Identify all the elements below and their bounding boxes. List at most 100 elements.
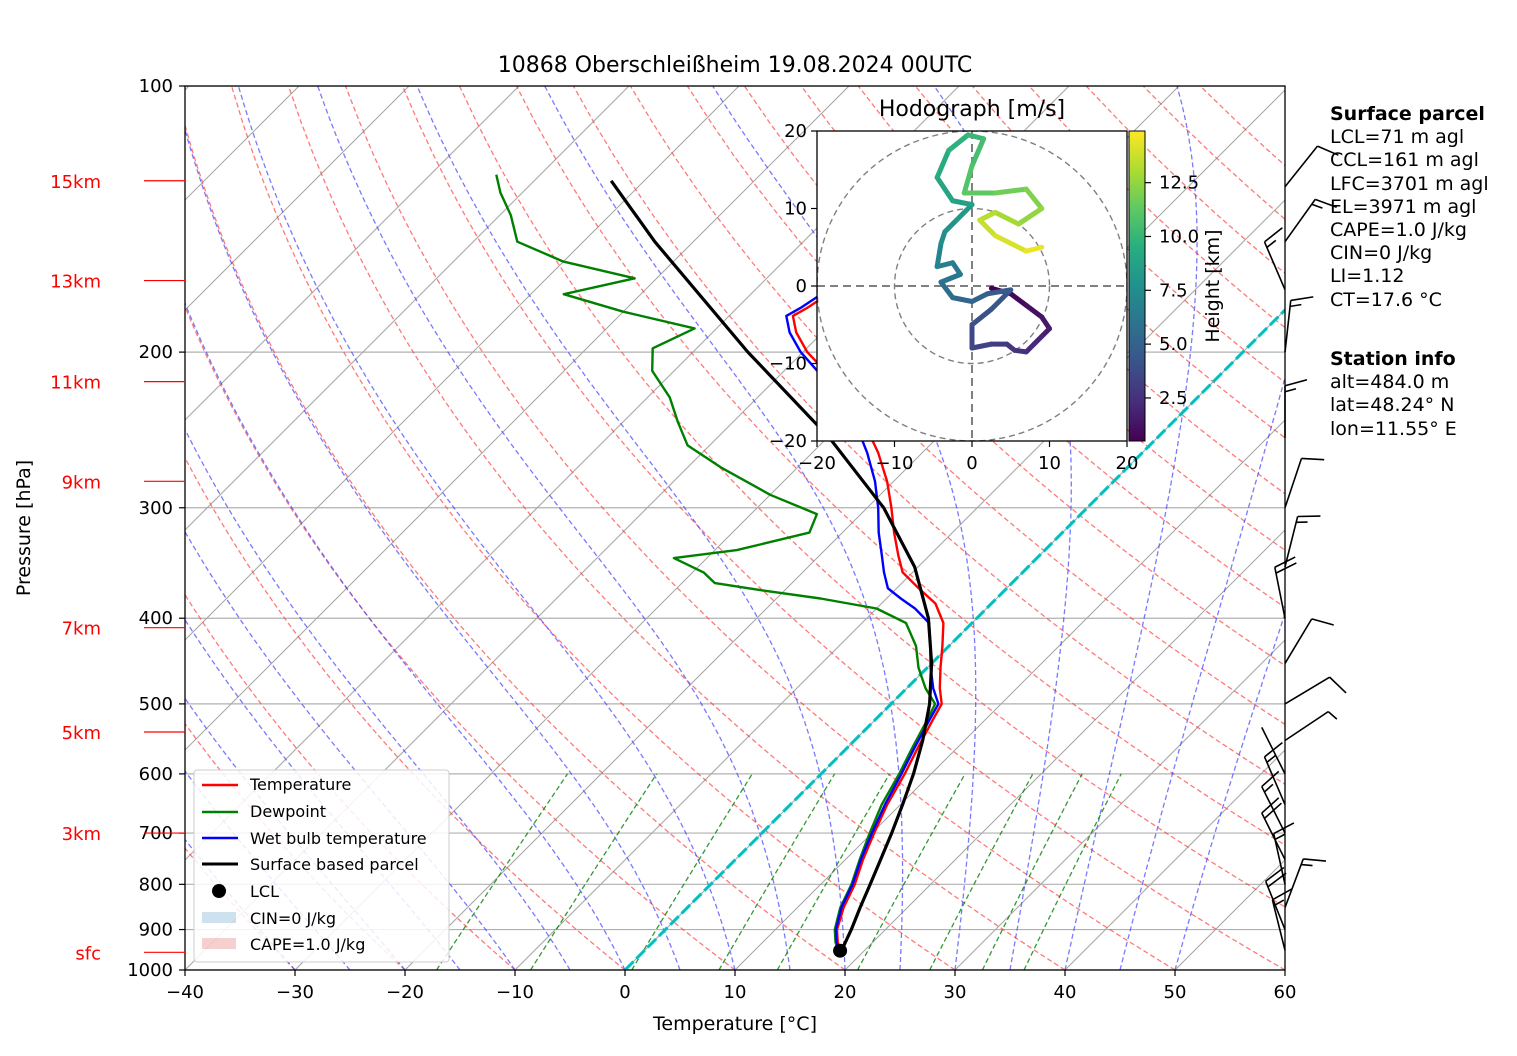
moist-adiabat	[1119, 375, 1285, 970]
y-tick-label: 100	[139, 76, 173, 97]
isotherm-line	[185, 86, 850, 751]
hodograph-segment	[969, 291, 990, 304]
y-tick-label: 600	[139, 764, 173, 785]
wind-barb-flag	[1301, 457, 1325, 461]
station-info-lon: lon=11.55° E	[1330, 417, 1457, 440]
surface-parcel-cin: CIN=0 J/kg	[1330, 242, 1433, 265]
hodograph-segment	[950, 198, 975, 208]
hodograph-segment	[1008, 291, 1029, 308]
height-label: 3km	[62, 824, 101, 845]
x-tick-label: 50	[1164, 982, 1187, 1003]
moist-adiabat	[185, 301, 626, 970]
mixing-ratio-line	[436, 773, 569, 970]
wind-barb-staff	[1263, 241, 1286, 291]
isotherm-line	[844, 529, 1285, 970]
surface-parcel-ct: CT=17.6 °C	[1330, 288, 1442, 311]
wind-barb-half-flag	[1266, 754, 1277, 763]
hodograph-segment	[965, 132, 987, 142]
wind-barb-flag	[1290, 296, 1314, 302]
wind-barb-staff	[1284, 858, 1305, 908]
hodograph-segment	[934, 240, 944, 270]
hodograph-segment	[954, 202, 975, 223]
wind-barb-half-flag	[1301, 863, 1313, 867]
colorbar-tick-label: 2.5	[1159, 388, 1188, 409]
mixing-ratio-lines	[436, 773, 1122, 970]
hodograph-segment	[977, 217, 998, 239]
wind-barb-flag	[1317, 145, 1339, 156]
lcl-point	[833, 943, 848, 958]
wind-barb-staff	[1284, 458, 1303, 509]
legend-label-temperature: Temperature	[249, 775, 351, 794]
moist-adiabat	[416, 86, 846, 970]
wind-barb-flag	[1311, 618, 1334, 626]
dry-adiabat	[185, 123, 846, 970]
legend-label-lcl: LCL	[250, 882, 279, 901]
surface-parcel-cape: CAPE=1.0 J/kg	[1330, 219, 1467, 242]
hodograph-segment	[934, 147, 952, 180]
legend-label-cin: CIN=0 J/kg	[250, 909, 336, 928]
x-tick-label: 30	[944, 982, 967, 1003]
x-tick-label: 20	[834, 982, 857, 1003]
hodograph-segment	[950, 295, 975, 304]
hodograph-segment	[988, 287, 1014, 312]
wind-barb-staff	[1284, 516, 1299, 568]
legend-label-parcel: Surface based parcel	[250, 855, 419, 874]
surface-parcel-title: Surface parcel	[1330, 103, 1485, 125]
station-info-alt: alt=484.0 m	[1330, 371, 1450, 394]
hodograph-segment	[969, 306, 994, 328]
y-axis-label: Pressure [hPa]	[13, 460, 35, 596]
wind-barb	[1284, 296, 1314, 353]
wind-barb-flag	[1261, 770, 1280, 788]
y-tick-label: 300	[139, 498, 173, 519]
legend-swatch-cin	[202, 912, 236, 923]
wind-barb-flag	[1274, 556, 1296, 568]
x-tick-label: 10	[724, 982, 747, 1003]
wind-barb-staff	[1284, 198, 1316, 243]
wind-barb-half-flag	[1266, 239, 1277, 249]
hodograph-segment	[946, 132, 971, 153]
mixing-ratio-line	[718, 773, 836, 970]
colorbar-tick-label: 7.5	[1159, 280, 1188, 301]
legend-label-cape: CAPE=1.0 J/kg	[250, 935, 365, 954]
wind-barb-staff	[1284, 618, 1313, 664]
legend-swatch-lcl	[212, 884, 226, 898]
dry-adiabat	[230, 86, 956, 970]
hodograph-inset: Hodograph [m/s] −20−20 −10 −10 0 0 10 10 20 20 2…	[769, 97, 1224, 474]
hodograph-trace	[934, 132, 1052, 355]
freezing-isotherm	[623, 307, 1285, 970]
hodograph-x-tick-label: 20	[1116, 453, 1139, 474]
hodograph-segment	[1016, 206, 1045, 227]
dry-adiabat	[572, 86, 1285, 785]
legend-swatch-cape	[202, 938, 236, 949]
x-axis-label: Temperature [°C]	[652, 1013, 817, 1035]
wind-barb	[1263, 227, 1286, 291]
x-tick-label: −40	[166, 982, 204, 1003]
dry-adiabat	[185, 456, 626, 970]
x-tick-label: 0	[619, 982, 630, 1003]
hodograph-ring	[893, 207, 1051, 365]
dry-adiabat	[344, 86, 1176, 970]
wind-barb	[1284, 379, 1308, 438]
hodograph-segment	[992, 209, 1021, 227]
x-tick-label: 60	[1274, 982, 1297, 1003]
wind-barb-flag	[1263, 802, 1282, 820]
chart-title: 10868 Oberschleißheim 19.08.2024 00UTC	[498, 53, 973, 78]
hodograph-x-tick-label: 10	[1038, 453, 1061, 474]
wetbulb-series	[785, 173, 940, 953]
wind-barb-flag	[1264, 227, 1283, 243]
x-axis-ticks: −40 −30 −20 −10 0 10 20 30 40 50 60	[166, 970, 1296, 1003]
wind-barb-staff	[1263, 756, 1286, 805]
station-info-title: Station info	[1330, 348, 1456, 370]
legend-label-dewpoint: Dewpoint	[250, 802, 326, 821]
wind-barb	[1284, 676, 1347, 705]
isotherm-line	[185, 86, 410, 311]
y-tick-label: 1000	[127, 960, 173, 981]
hodograph-colorbar	[1128, 130, 1146, 442]
moist-adiabat	[1064, 86, 1198, 970]
mixing-ratio-line	[530, 773, 658, 970]
y-tick-label: 800	[139, 874, 173, 895]
mixing-ratio-line	[776, 773, 891, 970]
hodograph-y-tick-label: −20	[769, 431, 807, 452]
x-tick-label: −20	[386, 982, 424, 1003]
wind-barb-half-flag	[1327, 711, 1338, 720]
